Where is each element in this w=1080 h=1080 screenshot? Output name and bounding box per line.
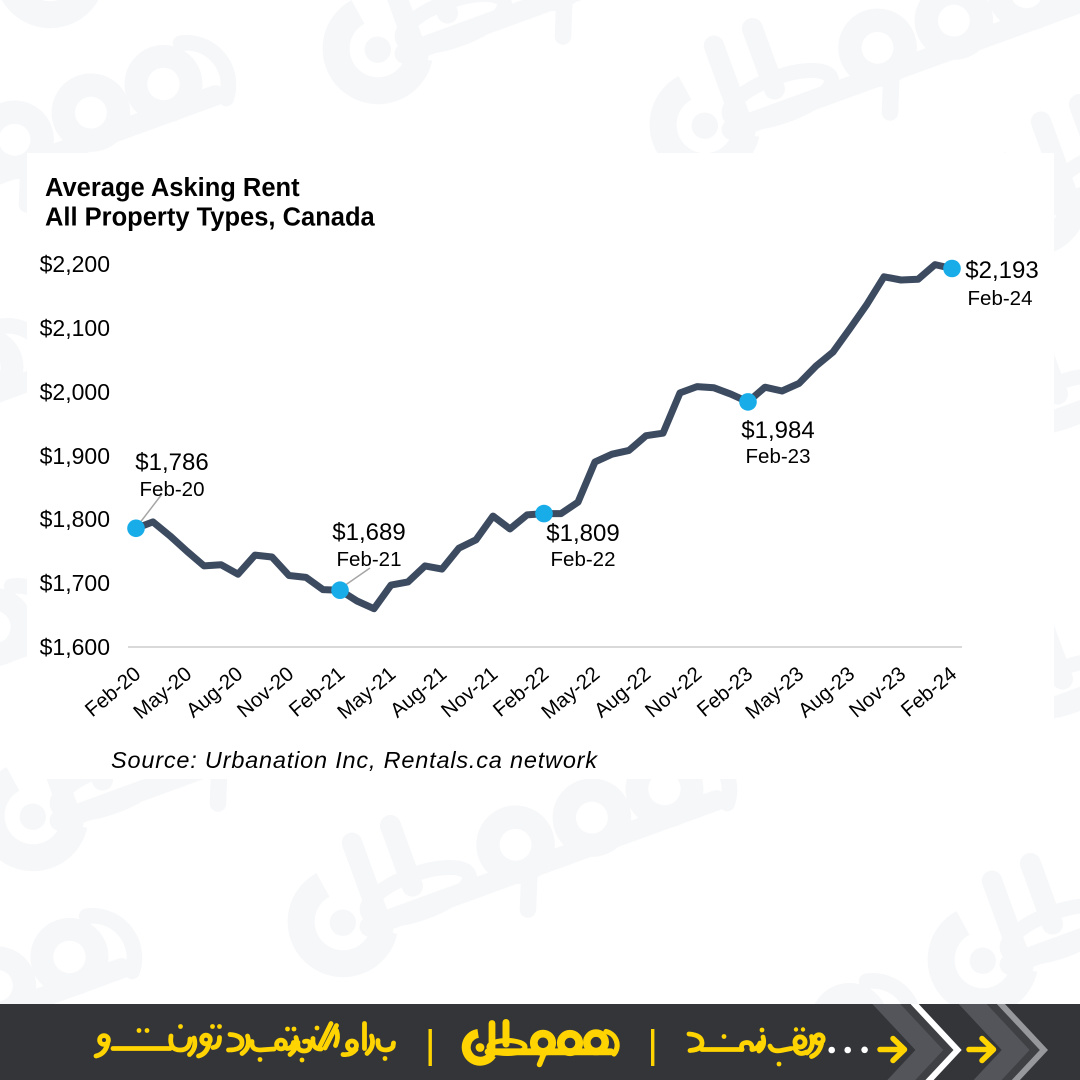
svg-text:$2,100: $2,100 xyxy=(40,315,110,341)
svg-text:$1,800: $1,800 xyxy=(40,506,110,532)
svg-text:$2,193: $2,193 xyxy=(965,257,1038,284)
svg-text:Source: Urbanation Inc, Rental: Source: Urbanation Inc, Rentals.ca netwo… xyxy=(111,747,598,773)
svg-text:Feb-20: Feb-20 xyxy=(140,478,205,501)
svg-text:$1,809: $1,809 xyxy=(546,520,619,547)
svg-text:$1,786: $1,786 xyxy=(135,449,208,476)
svg-text:$1,700: $1,700 xyxy=(40,570,110,596)
svg-text:$1,900: $1,900 xyxy=(40,443,110,469)
svg-text:$2,200: $2,200 xyxy=(40,251,110,277)
svg-text:$1,600: $1,600 xyxy=(40,634,110,660)
svg-text:Feb-24: Feb-24 xyxy=(968,287,1033,310)
svg-text:$1,689: $1,689 xyxy=(332,519,405,546)
svg-text:Average Asking Rent: Average Asking Rent xyxy=(45,174,300,202)
svg-text:Feb-22: Feb-22 xyxy=(551,548,616,571)
svg-text:Feb-23: Feb-23 xyxy=(746,445,811,468)
svg-text:$2,000: $2,000 xyxy=(40,379,110,405)
svg-text:Feb-21: Feb-21 xyxy=(337,548,402,571)
svg-text:$1,984: $1,984 xyxy=(741,417,814,444)
svg-text:All Property Types, Canada: All Property Types, Canada xyxy=(45,204,376,232)
